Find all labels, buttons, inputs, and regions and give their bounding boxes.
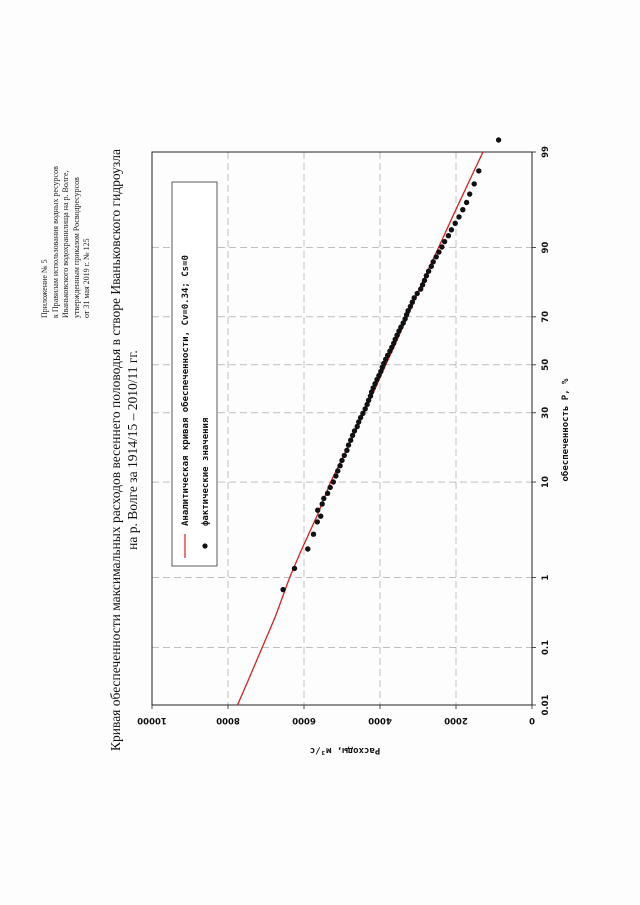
- y-axis-label: Расходы, м³/с: [310, 745, 380, 755]
- observed-point: [337, 463, 343, 469]
- observed-point: [305, 546, 311, 552]
- x-axis-label: обеспеченность P, %: [560, 378, 571, 482]
- observed-point: [319, 501, 325, 507]
- observed-point: [384, 352, 391, 359]
- observed-point: [327, 484, 333, 491]
- observed-point: [428, 263, 434, 270]
- legend-marker-swatch: [202, 543, 208, 549]
- observed-point: [330, 479, 336, 485]
- observed-point: [339, 457, 345, 464]
- y-tick-label: 2000: [444, 715, 468, 725]
- observed-point: [351, 428, 358, 434]
- observed-point: [362, 406, 368, 412]
- observed-point: [354, 423, 360, 430]
- observed-point: [324, 490, 331, 496]
- legend-box: [171, 181, 218, 567]
- observed-point: [341, 452, 347, 459]
- observed-point: [280, 586, 286, 593]
- observed-point: [407, 303, 414, 310]
- y-tick-label: 10000: [137, 715, 167, 725]
- observed-point: [370, 385, 376, 391]
- x-tick-label: 10: [541, 476, 551, 488]
- observed-point: [376, 372, 382, 379]
- observed-point: [310, 531, 317, 537]
- observed-point: [463, 199, 470, 206]
- observed-point: [441, 238, 448, 245]
- observed-point: [460, 207, 466, 213]
- observed-point: [348, 437, 354, 443]
- observed-point: [394, 332, 400, 338]
- observed-point: [448, 227, 455, 233]
- observed-point: [439, 244, 445, 250]
- y-tick-label: 8000: [216, 715, 240, 725]
- observed-point: [495, 137, 502, 143]
- observed-point: [357, 414, 364, 421]
- observed-point: [445, 233, 452, 239]
- observed-point: [471, 181, 477, 187]
- observed-point: [436, 249, 442, 255]
- observed-point: [423, 273, 430, 279]
- x-tick-label: 90: [541, 242, 551, 254]
- observed-point: [344, 447, 350, 453]
- observed-point: [392, 336, 398, 342]
- x-tick-label: 99: [541, 146, 551, 158]
- observed-point: [364, 401, 370, 408]
- observed-point: [467, 191, 473, 197]
- observed-point: [398, 324, 404, 330]
- observed-point: [456, 214, 462, 220]
- observed-point: [400, 320, 406, 326]
- observed-point: [365, 397, 372, 403]
- x-tick-label: 30: [541, 407, 551, 419]
- observed-point: [452, 220, 458, 226]
- observed-point: [356, 419, 362, 425]
- observed-point: [367, 393, 374, 399]
- observed-point: [314, 519, 320, 525]
- y-tick-label: 6000: [292, 715, 316, 725]
- observed-point: [421, 277, 428, 284]
- legend: Аналитическая кривая обеспеченности, Cv=…: [171, 181, 218, 567]
- legend-entry-curve: Аналитическая кривая обеспеченности, Cv=…: [180, 255, 191, 526]
- observed-point: [476, 168, 482, 174]
- observed-point: [402, 316, 408, 322]
- observed-point: [409, 299, 415, 305]
- x-tick-label: 50: [541, 359, 551, 371]
- observed-point: [345, 442, 352, 448]
- observed-point: [333, 473, 339, 479]
- observed-point: [360, 410, 366, 416]
- observed-point: [411, 295, 417, 301]
- observed-point: [419, 282, 426, 288]
- observed-point: [318, 513, 324, 519]
- observed-point: [335, 468, 341, 474]
- observed-point: [321, 495, 327, 502]
- y-tick-label: 4000: [368, 715, 392, 725]
- observed-point: [425, 268, 432, 274]
- observed-point: [381, 360, 387, 367]
- observed-point: [378, 368, 384, 375]
- observed-point: [433, 254, 439, 260]
- legend-entry-points: фактические значения: [201, 418, 211, 526]
- observed-point: [430, 259, 436, 265]
- plot-frame: [151, 151, 533, 706]
- observed-point: [349, 432, 356, 439]
- observed-point: [291, 565, 298, 572]
- observed-point: [405, 308, 411, 314]
- observed-point: [389, 344, 395, 350]
- observed-points: [280, 137, 502, 593]
- observed-point: [414, 290, 420, 297]
- observed-point: [315, 507, 321, 513]
- x-tick-label: 0.1: [541, 640, 551, 655]
- observed-point: [418, 286, 424, 292]
- observed-point: [372, 381, 378, 387]
- x-tick-label: 1: [541, 575, 551, 581]
- x-tick-label: 70: [541, 311, 551, 323]
- y-tick-label: 0: [529, 715, 535, 725]
- x-tick-label: 0.01: [541, 694, 551, 715]
- axis-ticks: 0.01 0.1 1 10 30 50 70 90 99 0 2000 4000 6000 8000 100…: [137, 146, 551, 725]
